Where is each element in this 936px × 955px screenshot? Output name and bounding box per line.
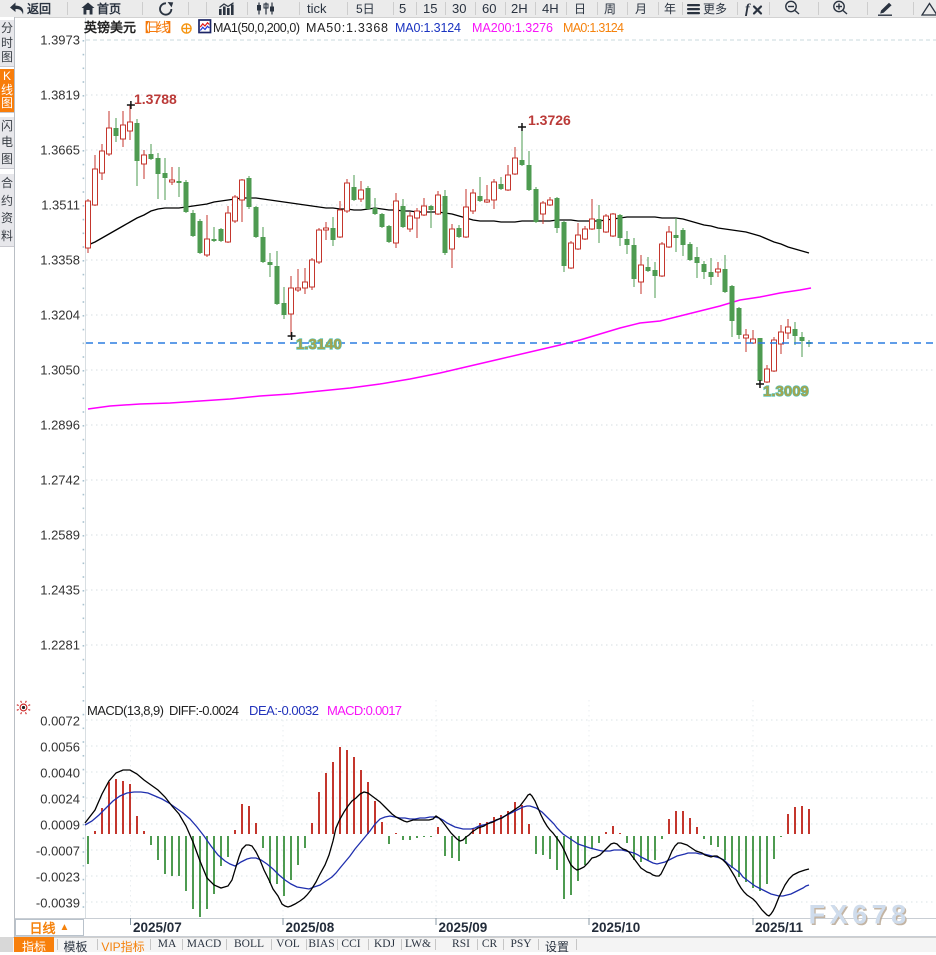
svg-text:f: f [745,2,751,16]
svg-text:1.3204: 1.3204 [40,308,80,323]
svg-text:FX678: FX678 [809,900,911,930]
svg-text:DIFF:-0.0024: DIFF:-0.0024 [169,703,239,718]
svg-text:1.3788: 1.3788 [134,91,177,107]
svg-text:1.3511: 1.3511 [41,198,80,213]
svg-text:1.3726: 1.3726 [528,112,571,128]
svg-text:0.0024: 0.0024 [40,792,80,807]
svg-text:MA0:1.3124: MA0:1.3124 [395,21,461,35]
svg-text:MACD(13,8,9): MACD(13,8,9) [87,703,164,718]
svg-text:1.2589: 1.2589 [40,528,80,543]
svg-text:1.2742: 1.2742 [40,473,80,488]
svg-text:1.2435: 1.2435 [40,583,80,598]
svg-text:0.0056: 0.0056 [40,740,80,755]
svg-text:MA50:1.3368: MA50:1.3368 [306,21,388,35]
svg-text:1.3819: 1.3819 [40,88,80,103]
svg-text:-0.0007: -0.0007 [36,844,80,859]
svg-text:0.0009: 0.0009 [40,818,80,833]
svg-text:MA0:1.3124: MA0:1.3124 [563,21,624,35]
svg-text:0.0072: 0.0072 [40,714,80,729]
svg-text:MA1(50,0,200,0): MA1(50,0,200,0) [213,21,300,35]
svg-text:2025/08: 2025/08 [286,920,335,935]
svg-text:1.3665: 1.3665 [40,143,80,158]
svg-text:英镑美元: 英镑美元 [83,20,136,35]
svg-text:2025/07: 2025/07 [133,920,182,935]
svg-text:FX678: FX678 [810,901,912,931]
svg-text:-0.0039: -0.0039 [36,896,80,911]
svg-text:0.0040: 0.0040 [40,766,80,781]
svg-text:2025/11: 2025/11 [755,920,804,935]
svg-text:1.3140: 1.3140 [296,336,342,353]
svg-text:1.3050: 1.3050 [40,363,80,378]
svg-text:1.3973: 1.3973 [40,33,80,48]
svg-text:MACD:0.0017: MACD:0.0017 [327,703,402,718]
svg-text:1.2281: 1.2281 [40,638,80,653]
svg-text:2025/09: 2025/09 [439,920,488,935]
svg-text:1.2896: 1.2896 [40,418,80,433]
svg-text:MA200:1.3276: MA200:1.3276 [472,21,553,35]
svg-text:-0.0023: -0.0023 [36,870,80,885]
svg-text:DEA:-0.0032: DEA:-0.0032 [249,703,319,718]
svg-text:【日线】: 【日线】 [137,20,179,35]
svg-text:1.3358: 1.3358 [40,253,80,268]
svg-text:1.3009: 1.3009 [763,383,809,400]
svg-text:2025/10: 2025/10 [592,920,641,935]
